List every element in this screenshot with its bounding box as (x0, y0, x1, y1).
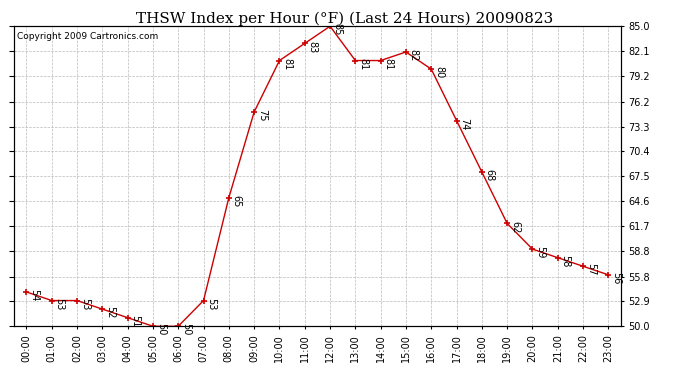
Text: 75: 75 (257, 109, 267, 122)
Text: 50: 50 (181, 324, 191, 336)
Text: 53: 53 (55, 298, 65, 310)
Text: 53: 53 (206, 298, 217, 310)
Text: 56: 56 (611, 272, 621, 284)
Text: 81: 81 (384, 58, 393, 70)
Text: 57: 57 (586, 264, 596, 276)
Text: Copyright 2009 Cartronics.com: Copyright 2009 Cartronics.com (17, 32, 158, 41)
Text: 74: 74 (460, 118, 469, 130)
Text: 58: 58 (560, 255, 571, 267)
Text: 81: 81 (358, 58, 368, 70)
Text: 65: 65 (232, 195, 241, 207)
Text: 82: 82 (408, 49, 419, 62)
Text: 54: 54 (29, 289, 39, 302)
Text: 81: 81 (282, 58, 293, 70)
Text: 52: 52 (105, 306, 115, 319)
Text: 85: 85 (333, 24, 343, 36)
Text: 62: 62 (510, 220, 520, 233)
Text: 53: 53 (80, 298, 90, 310)
Text: 59: 59 (535, 246, 545, 259)
Text: 83: 83 (308, 40, 317, 53)
Text: THSW Index per Hour (°F) (Last 24 Hours) 20090823: THSW Index per Hour (°F) (Last 24 Hours)… (137, 11, 553, 26)
Text: 80: 80 (434, 66, 444, 79)
Text: 50: 50 (156, 324, 166, 336)
Text: 51: 51 (130, 315, 141, 327)
Text: 68: 68 (484, 169, 495, 182)
